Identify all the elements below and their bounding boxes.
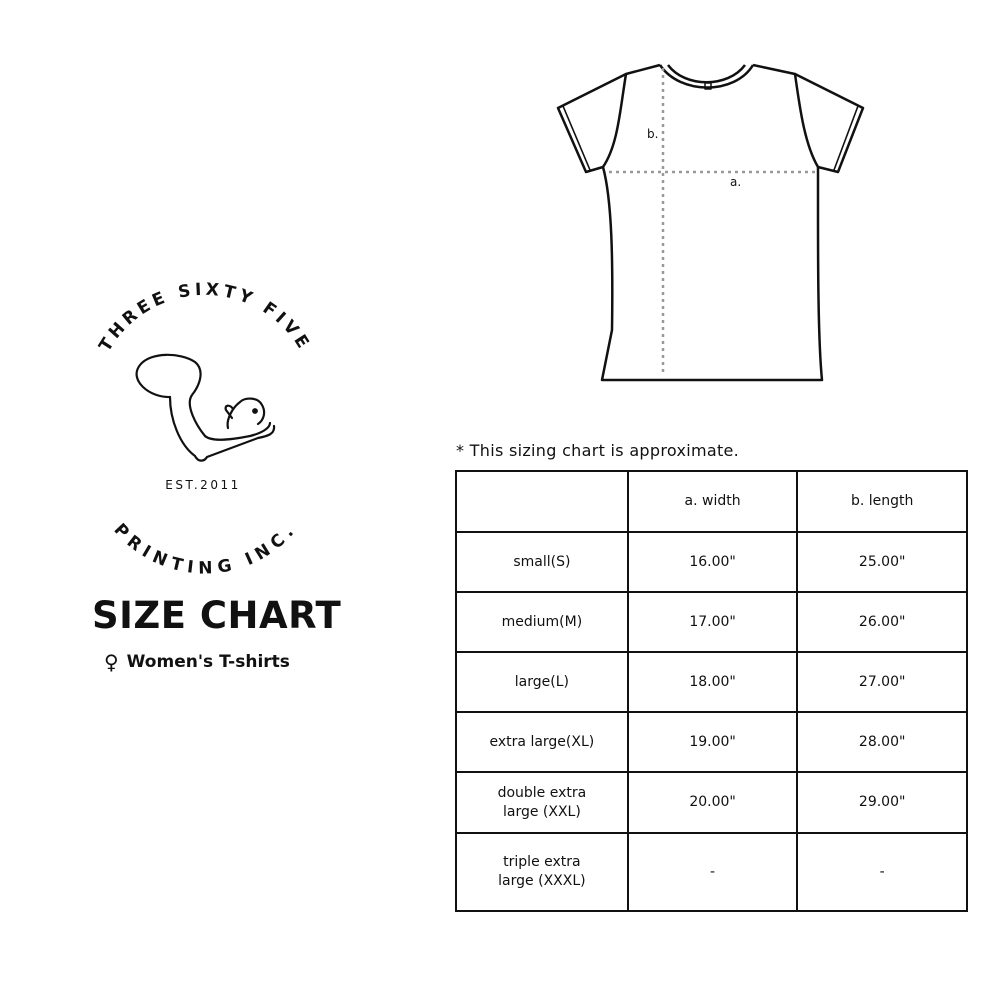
female-symbol-icon: ♀ (104, 650, 119, 674)
length-cell: - (796, 832, 968, 912)
squirrel-icon (135, 353, 276, 462)
table-row: medium(M) 17.00" 26.00" (455, 591, 968, 653)
width-cell: 20.00" (626, 771, 799, 834)
length-label: b. (647, 127, 658, 141)
size-table: a. width b. length small(S) 16.00" 25.00… (455, 470, 968, 912)
page-title: SIZE CHART (92, 594, 342, 637)
sizing-note: * This sizing chart is approximate. (456, 441, 740, 460)
size-cell: double extra large (XXL) (455, 771, 629, 834)
length-cell: 25.00" (796, 531, 968, 593)
table-row: large(L) 18.00" 27.00" (455, 651, 968, 713)
width-label: a. (730, 175, 741, 189)
size-cell: medium(M) (455, 591, 629, 653)
size-cell: triple extra large (XXXL) (455, 832, 629, 912)
tshirt-diagram: b. a. (556, 63, 865, 382)
table-header-row: a. width b. length (455, 470, 968, 533)
logo-bottom-text: PRINTING INC. (110, 520, 301, 579)
subtitle-label: Women's T-shirts (126, 652, 290, 672)
subtitle: ♀ Women's T-shirts (104, 650, 290, 674)
length-cell: 29.00" (796, 771, 968, 834)
width-cell: 19.00" (626, 711, 799, 773)
company-logo: THREE SIXTY FIVE PRINTING INC. EST.2011 (95, 280, 314, 579)
table-row: small(S) 16.00" 25.00" (455, 531, 968, 593)
table-row: triple extra large (XXXL) - - (455, 832, 968, 912)
header-cell (455, 470, 629, 533)
length-cell: 27.00" (796, 651, 968, 713)
size-cell: small(S) (455, 531, 629, 593)
length-cell: 28.00" (796, 711, 968, 773)
logo-top-text: THREE SIXTY FIVE (95, 280, 314, 356)
table-row: extra large(XL) 19.00" 28.00" (455, 711, 968, 773)
width-cell: 17.00" (626, 591, 799, 653)
size-cell: extra large(XL) (455, 711, 629, 773)
header-cell: a. width (626, 470, 799, 533)
table-row: double extra large (XXL) 20.00" 29.00" (455, 771, 968, 834)
width-cell: 16.00" (626, 531, 799, 593)
length-cell: 26.00" (796, 591, 968, 653)
size-cell: large(L) (455, 651, 629, 713)
width-cell: - (626, 832, 799, 912)
logo-established: EST.2011 (165, 478, 240, 492)
header-cell: b. length (796, 470, 968, 533)
width-cell: 18.00" (626, 651, 799, 713)
